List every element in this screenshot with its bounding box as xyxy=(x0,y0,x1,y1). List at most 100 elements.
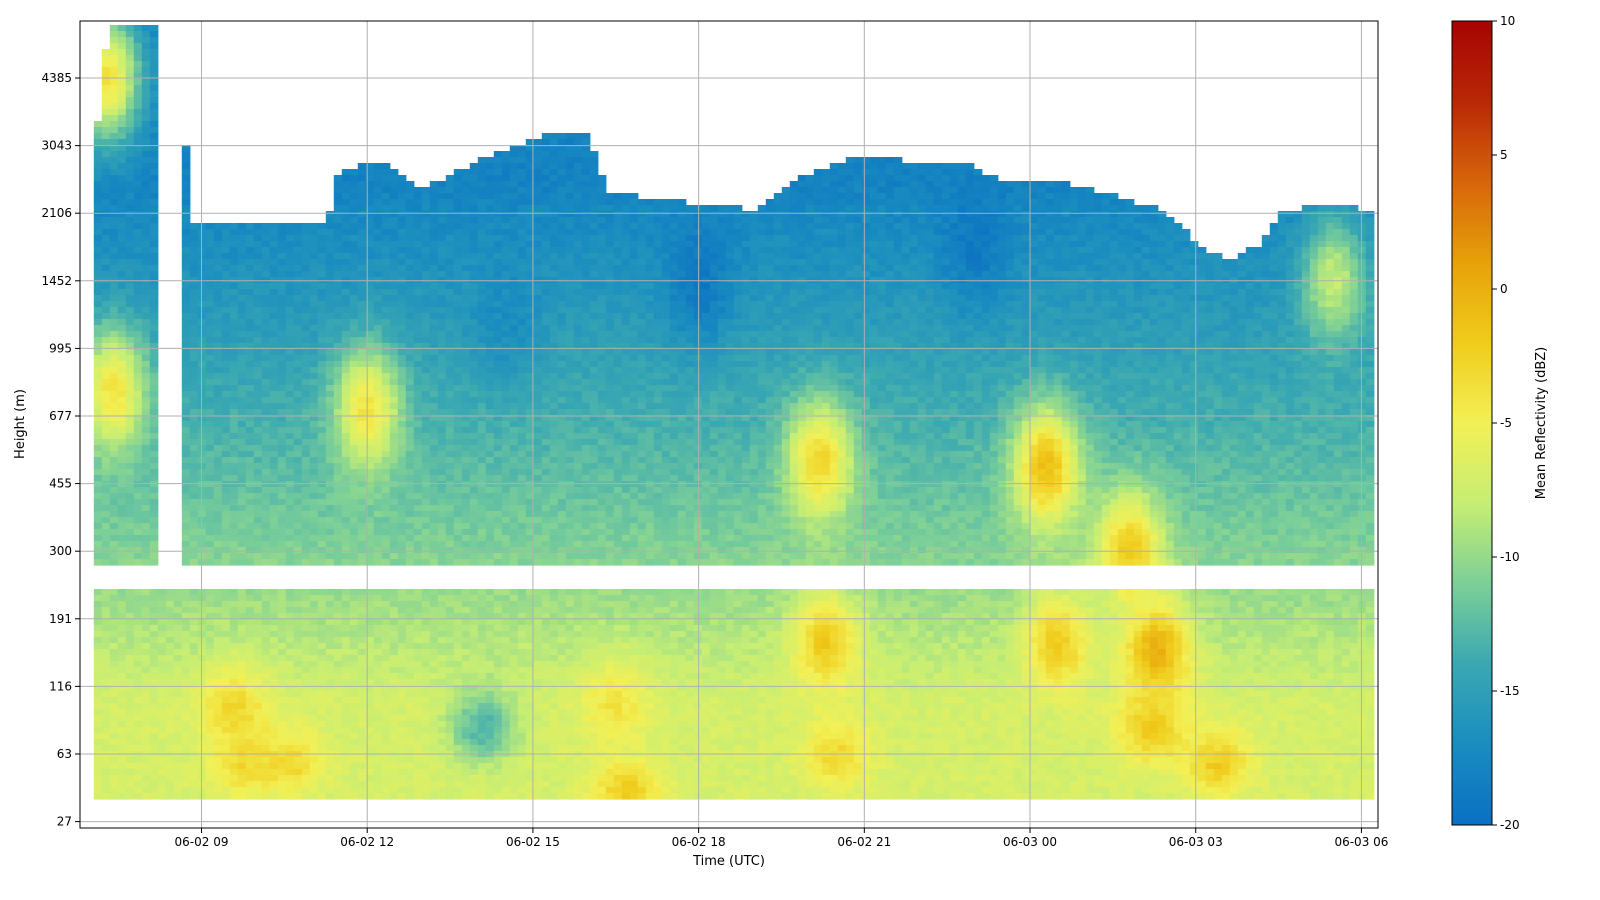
heatmap-cell xyxy=(405,205,415,212)
heatmap-cell xyxy=(133,283,143,290)
heatmap-cell xyxy=(101,637,111,644)
heatmap-cell xyxy=(469,319,479,326)
heatmap-cell xyxy=(173,685,183,692)
heatmap-cell xyxy=(405,775,415,782)
heatmap-cell xyxy=(189,667,199,674)
heatmap-cell xyxy=(445,385,455,392)
heatmap-cell xyxy=(485,709,495,716)
heatmap-cell xyxy=(237,439,247,446)
heatmap-cell xyxy=(197,775,207,782)
heatmap-cell xyxy=(421,451,431,458)
heatmap-cell xyxy=(213,511,223,518)
heatmap-cell xyxy=(333,409,343,416)
heatmap-cell xyxy=(157,733,167,740)
heatmap-cell xyxy=(125,667,135,674)
heatmap-cell xyxy=(189,487,199,494)
heatmap-cell xyxy=(117,289,127,296)
heatmap-cell xyxy=(421,289,431,296)
heatmap-cell xyxy=(221,247,231,254)
heatmap-cell xyxy=(485,289,495,296)
heatmap-cell xyxy=(373,289,383,296)
heatmap-cell xyxy=(213,421,223,428)
heatmap-cell xyxy=(397,775,407,782)
heatmap-cell xyxy=(293,433,303,440)
heatmap-cell xyxy=(101,727,111,734)
heatmap-cell xyxy=(269,265,279,272)
heatmap-cell xyxy=(389,247,399,254)
heatmap-cell xyxy=(365,199,375,206)
heatmap-cell xyxy=(285,553,295,560)
heatmap-cell xyxy=(469,685,479,692)
heatmap-cell xyxy=(101,739,111,746)
heatmap-cell xyxy=(141,103,151,110)
heatmap-cell xyxy=(293,265,303,272)
heatmap-cell xyxy=(405,283,415,290)
heatmap-cell xyxy=(237,667,247,674)
heatmap-cell xyxy=(317,403,327,410)
heatmap-cell xyxy=(149,529,159,536)
heatmap-cell xyxy=(437,313,447,320)
heatmap-cell xyxy=(213,325,223,332)
heatmap-cell xyxy=(453,763,463,770)
heatmap-cell xyxy=(141,85,151,92)
heatmap-cell xyxy=(269,415,279,422)
heatmap-cell xyxy=(437,475,447,482)
heatmap-cell xyxy=(125,535,135,542)
heatmap-cell xyxy=(469,733,479,740)
heatmap-cell xyxy=(477,487,487,494)
heatmap-cell xyxy=(173,745,183,752)
heatmap-cell xyxy=(389,517,399,524)
heatmap-cell xyxy=(469,235,479,242)
heatmap-cell xyxy=(149,469,159,476)
heatmap-cell xyxy=(261,685,271,692)
heatmap-cell xyxy=(141,541,151,548)
heatmap-cell xyxy=(477,475,487,482)
heatmap-cell xyxy=(165,781,175,788)
heatmap-cell xyxy=(445,439,455,446)
heatmap-cell xyxy=(93,709,103,716)
heatmap-cell xyxy=(229,769,239,776)
heatmap-cell xyxy=(389,325,399,332)
heatmap-cell xyxy=(141,511,151,518)
heatmap-cell xyxy=(429,691,439,698)
heatmap-cell xyxy=(133,319,143,326)
heatmap-cell xyxy=(493,187,503,194)
heatmap-cell xyxy=(293,667,303,674)
heatmap-cell xyxy=(141,337,151,344)
heatmap-cell xyxy=(485,739,495,746)
heatmap-cell xyxy=(141,301,151,308)
heatmap-cell xyxy=(157,631,167,638)
heatmap-cell xyxy=(213,475,223,482)
heatmap-cell xyxy=(413,373,423,380)
heatmap-cell xyxy=(197,487,207,494)
heatmap-cell xyxy=(141,595,151,602)
heatmap-cell xyxy=(413,265,423,272)
heatmap-cell xyxy=(429,313,439,320)
heatmap-cell xyxy=(285,349,295,356)
heatmap-cell xyxy=(365,229,375,236)
heatmap-cell xyxy=(365,295,375,302)
heatmap-cell xyxy=(389,559,399,566)
heatmap-cell xyxy=(437,703,447,710)
heatmap-cell xyxy=(205,463,215,470)
heatmap-cell xyxy=(421,547,431,554)
heatmap-cell xyxy=(381,643,391,650)
heatmap-cell xyxy=(373,469,383,476)
heatmap-cell xyxy=(349,535,359,542)
heatmap-cell xyxy=(309,517,319,524)
heatmap-cell xyxy=(477,223,487,230)
heatmap-cell xyxy=(253,691,263,698)
heatmap-cell xyxy=(181,439,191,446)
heatmap-cell xyxy=(245,655,255,662)
heatmap-cell xyxy=(477,349,487,356)
heatmap-cell xyxy=(141,181,151,188)
heatmap-cell xyxy=(173,655,183,662)
heatmap-cell xyxy=(405,637,415,644)
heatmap-cell xyxy=(349,619,359,626)
heatmap-cell xyxy=(133,55,143,62)
heatmap-cell xyxy=(285,679,295,686)
heatmap-cell xyxy=(309,541,319,548)
heatmap-cell xyxy=(373,763,383,770)
heatmap-cell xyxy=(141,199,151,206)
heatmap-cell xyxy=(269,643,279,650)
